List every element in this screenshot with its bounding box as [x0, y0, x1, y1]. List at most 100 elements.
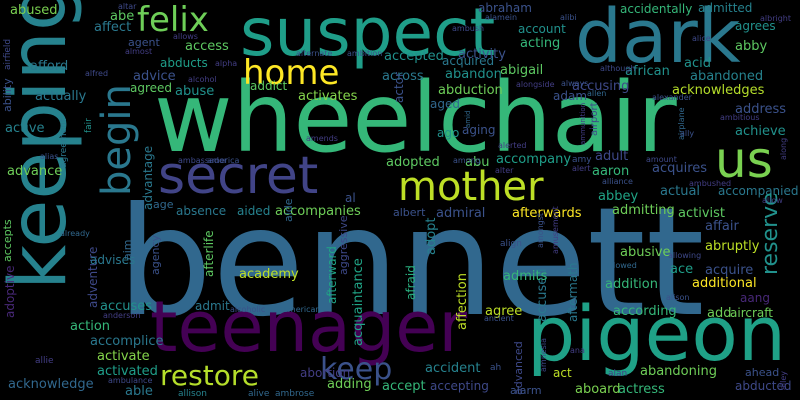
- word: allison: [178, 389, 207, 399]
- word: abduction: [438, 83, 503, 98]
- word: abandon: [445, 67, 502, 82]
- word: abandoned: [690, 69, 764, 84]
- word: alive: [248, 389, 270, 399]
- word: address: [735, 102, 787, 117]
- word: agree: [485, 304, 523, 319]
- word: activate: [97, 349, 150, 364]
- word: alexander: [652, 93, 692, 102]
- word: action: [70, 319, 111, 334]
- word: ally: [680, 129, 695, 138]
- word: secret: [158, 146, 319, 206]
- word: accepting: [430, 379, 489, 393]
- word: alibi: [560, 13, 577, 22]
- word: admitting: [612, 203, 675, 218]
- word: align: [500, 239, 522, 249]
- word: accept: [382, 379, 426, 394]
- word: bennett: [117, 176, 705, 350]
- word: abigail: [500, 63, 544, 78]
- word: aang: [740, 291, 770, 305]
- word: agency: [149, 234, 162, 275]
- word: allowing: [668, 251, 702, 260]
- word: accomplice: [90, 334, 164, 349]
- word: adding: [327, 377, 372, 392]
- word: aftermath: [566, 262, 580, 322]
- word: aide: [282, 198, 295, 222]
- word: act: [553, 366, 572, 380]
- word: admit: [195, 299, 230, 313]
- word: albert: [393, 206, 426, 219]
- word: amends: [306, 134, 338, 143]
- word: aboard: [575, 382, 621, 397]
- word: abused: [10, 3, 58, 18]
- word: aged: [430, 97, 460, 111]
- word: acknowledges: [672, 83, 765, 98]
- word: altar: [118, 2, 137, 11]
- word: agrees: [735, 19, 776, 33]
- word: afterwards: [512, 206, 582, 221]
- word: addition: [605, 277, 658, 292]
- word: amusement: [551, 206, 560, 254]
- word: alter: [495, 166, 514, 175]
- word: accuses: [100, 299, 153, 314]
- word: agreed: [130, 81, 173, 95]
- word: allen: [587, 89, 607, 98]
- word: although: [600, 64, 636, 73]
- word: alerted: [498, 141, 527, 150]
- word: airfield: [3, 38, 13, 70]
- word: alert: [572, 164, 591, 173]
- word: accident: [425, 361, 481, 376]
- word: actual: [660, 184, 701, 199]
- word: aided: [237, 204, 271, 218]
- word: among: [453, 156, 481, 165]
- word: accompany: [496, 152, 572, 167]
- word: america: [207, 156, 240, 165]
- word: age: [153, 198, 174, 211]
- word: allow: [762, 196, 783, 205]
- word: abducts: [160, 56, 208, 70]
- word: wheelchair: [154, 62, 677, 174]
- word: acquires: [652, 161, 708, 176]
- word: alias: [40, 152, 59, 161]
- word: home: [243, 53, 340, 93]
- word: allows: [173, 32, 198, 41]
- word: according: [613, 304, 677, 319]
- word: achieve: [735, 124, 786, 139]
- word: active: [5, 121, 45, 136]
- word: accompanied: [718, 184, 799, 198]
- word: ammunition: [579, 102, 587, 145]
- word: alan: [608, 369, 628, 379]
- word: acknowledge: [8, 377, 94, 392]
- word: advance: [7, 164, 63, 179]
- word: acquaintance: [351, 258, 366, 346]
- word: adam: [553, 89, 588, 103]
- word: abu: [465, 155, 490, 170]
- word: alamein: [485, 13, 518, 22]
- word: abusive: [620, 245, 671, 260]
- word: always: [561, 79, 589, 88]
- word: academy: [239, 267, 299, 282]
- word: anderson: [103, 311, 141, 320]
- word: alongside: [516, 80, 555, 89]
- word: acquire: [705, 263, 754, 278]
- word: actress: [618, 382, 665, 397]
- word: african: [625, 64, 670, 79]
- word: ability: [1, 78, 14, 112]
- word: dark: [575, 0, 741, 80]
- word: ambition: [347, 49, 383, 58]
- word: ambushed: [689, 179, 732, 188]
- word: abraham: [478, 1, 532, 15]
- word: across: [382, 69, 424, 84]
- word: admiral: [436, 206, 486, 221]
- word: activity: [458, 47, 506, 62]
- word: aaron: [592, 164, 630, 179]
- word: access: [185, 39, 229, 54]
- word: agreement: [59, 118, 69, 168]
- word: additional: [692, 276, 757, 291]
- word: alcoholic: [230, 305, 266, 314]
- word: felix: [137, 0, 209, 40]
- word: abortion: [300, 366, 351, 380]
- word: advises: [90, 253, 136, 267]
- word: afterlife: [202, 230, 216, 277]
- word: alpha: [215, 59, 238, 68]
- word: afraid: [404, 265, 418, 300]
